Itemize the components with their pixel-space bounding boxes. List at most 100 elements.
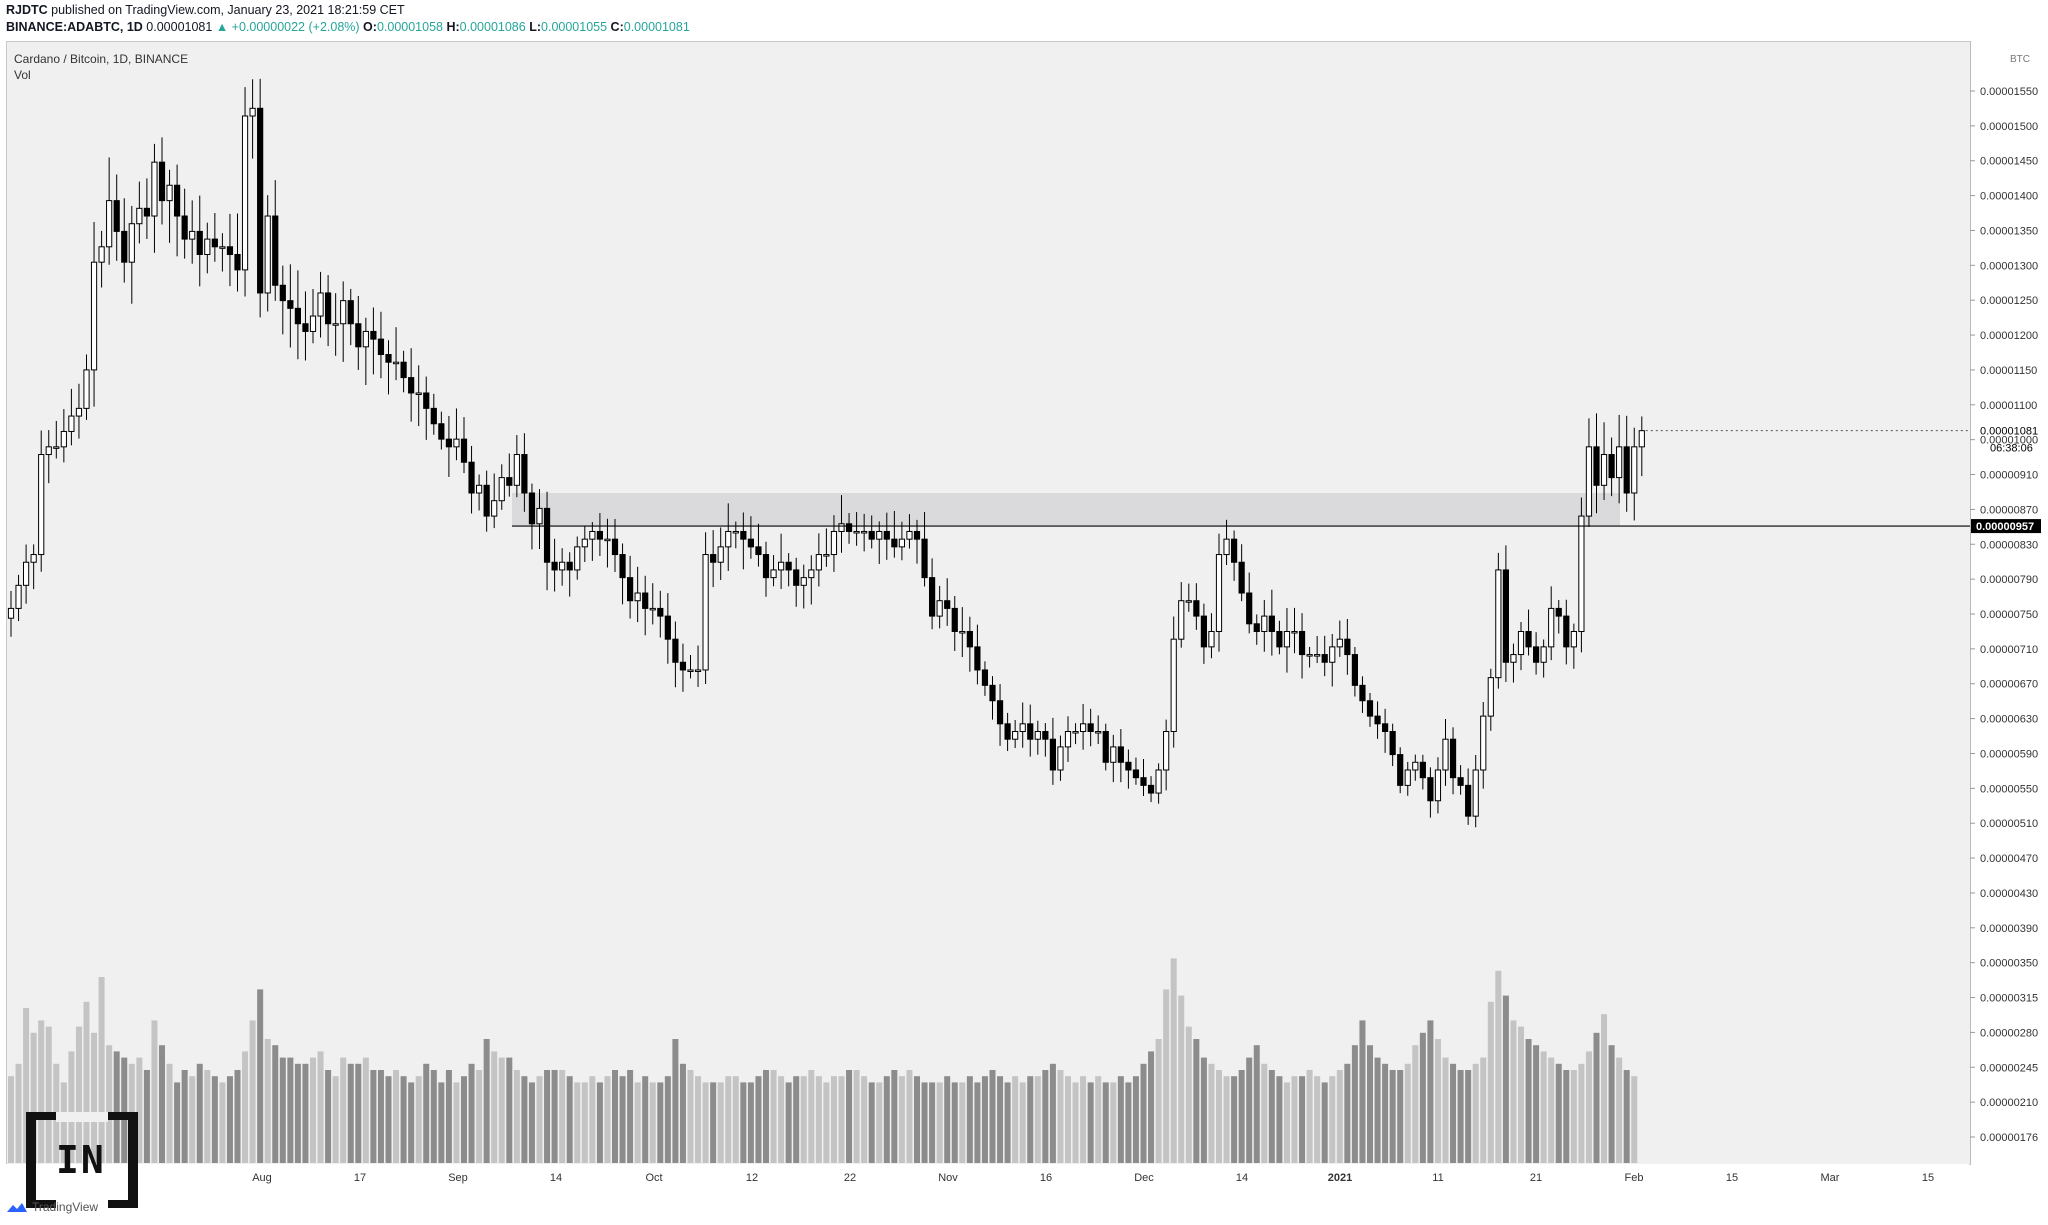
- volume-bar: [936, 1082, 943, 1163]
- volume-bar: [1087, 1082, 1094, 1163]
- volume-bar: [370, 1070, 377, 1163]
- candle-body: [770, 569, 777, 579]
- candle-body: [793, 569, 800, 586]
- volume-bar: [634, 1082, 641, 1163]
- candle-body: [1321, 654, 1328, 663]
- volume-bar: [1042, 1070, 1049, 1163]
- volume-bar: [476, 1070, 483, 1163]
- candle-body: [528, 492, 536, 525]
- candle-body: [196, 230, 203, 255]
- candle-body: [211, 238, 218, 248]
- volume-bar: [589, 1076, 596, 1163]
- candle-body: [755, 546, 762, 556]
- volume-bar: [196, 1063, 203, 1163]
- volume-bar: [1540, 1051, 1547, 1163]
- volume-bar: [1450, 1063, 1457, 1163]
- time-tick-label: Oct: [645, 1172, 662, 1184]
- time-axis[interactable]: [6, 1164, 1969, 1194]
- candle-body: [113, 200, 120, 232]
- volume-bar: [1374, 1057, 1381, 1163]
- volume-bar: [1185, 1026, 1192, 1163]
- beincrypto-logo: IN: [26, 1112, 138, 1208]
- volume-bar: [1525, 1039, 1532, 1163]
- candle-body: [453, 438, 460, 448]
- candle-body: [1314, 654, 1321, 657]
- last-price: 0.00001081: [146, 20, 213, 34]
- chart-area[interactable]: [6, 41, 1971, 1165]
- candle-body: [362, 330, 369, 348]
- volume-bar: [619, 1076, 626, 1163]
- candle-body: [687, 669, 694, 672]
- volume-bar: [672, 1039, 679, 1163]
- volume-bar: [846, 1070, 853, 1163]
- candle-body: [581, 538, 588, 548]
- volume-bar: [544, 1070, 551, 1163]
- candle-body: [845, 523, 853, 532]
- volume-bar: [815, 1076, 822, 1163]
- volume-bar: [1585, 1051, 1592, 1163]
- candle-body: [589, 530, 596, 540]
- volume-bar: [1404, 1063, 1411, 1163]
- chart-title: Cardano / Bitcoin, 1D, BINANCE: [14, 52, 189, 66]
- candle-body: [468, 461, 475, 494]
- volume-bar: [219, 1082, 226, 1163]
- price-change: ▲ +0.00000022 (+2.08%): [215, 20, 360, 34]
- candle-body: [7, 607, 15, 619]
- candle-body: [38, 454, 45, 556]
- candle-body: [30, 554, 37, 563]
- time-tick-label: 14: [1236, 1172, 1248, 1184]
- volume-bar: [921, 1082, 928, 1163]
- support-line-tag: [1971, 519, 2041, 534]
- time-tick-label: 12: [746, 1172, 758, 1184]
- volume-bar: [8, 1076, 14, 1163]
- candle-body: [189, 230, 196, 240]
- volume-bar: [189, 1076, 196, 1163]
- volume-bar: [498, 1057, 505, 1163]
- candle-body: [174, 184, 181, 217]
- candle-body: [1238, 561, 1245, 594]
- candle-body: [627, 577, 634, 602]
- volume-bar: [75, 1026, 82, 1163]
- high-value: 0.00001086: [459, 20, 526, 34]
- volume-bar: [483, 1039, 490, 1163]
- volume-bar: [506, 1057, 513, 1163]
- candle-body: [1563, 615, 1570, 648]
- volume-bar: [91, 1032, 98, 1163]
- candle-body: [1344, 638, 1351, 656]
- volume-bar: [1389, 1070, 1396, 1163]
- volume-bar: [1283, 1082, 1290, 1163]
- candle-body: [1465, 784, 1472, 817]
- candle-body: [883, 530, 890, 540]
- candle-body: [423, 392, 430, 409]
- candle-body: [891, 538, 898, 548]
- author-name[interactable]: RJDTC: [6, 3, 48, 17]
- volume-bar: [1457, 1070, 1464, 1163]
- candle-body: [1261, 615, 1268, 632]
- candle-body: [1434, 769, 1442, 802]
- candle-body: [166, 184, 173, 202]
- volume-bar: [279, 1057, 286, 1163]
- candle-body: [604, 538, 611, 542]
- candle-body: [808, 569, 815, 579]
- time-tick-label: Aug: [252, 1172, 272, 1184]
- candle-body: [1276, 630, 1283, 648]
- candle-body: [936, 600, 943, 617]
- volume-bar: [340, 1057, 347, 1163]
- candle-body: [408, 377, 415, 394]
- close-value: 0.00001081: [623, 20, 690, 34]
- volume-bar: [310, 1057, 316, 1163]
- volume-bar: [1427, 1020, 1434, 1163]
- volume-bar: [1125, 1082, 1132, 1163]
- candle-body: [1419, 761, 1426, 779]
- candle-body: [1231, 538, 1238, 563]
- volume-bar: [1397, 1070, 1404, 1163]
- price-axis[interactable]: [1970, 41, 2048, 1163]
- candle-body: [377, 338, 385, 356]
- candle-body: [861, 530, 868, 534]
- volume-bar: [1623, 1070, 1630, 1163]
- tradingview-watermark[interactable]: TradingView: [6, 1200, 98, 1214]
- candle-body: [1480, 715, 1487, 771]
- candle-body: [1449, 738, 1457, 779]
- volume-bar: [1246, 1057, 1253, 1163]
- candle-body: [476, 484, 483, 494]
